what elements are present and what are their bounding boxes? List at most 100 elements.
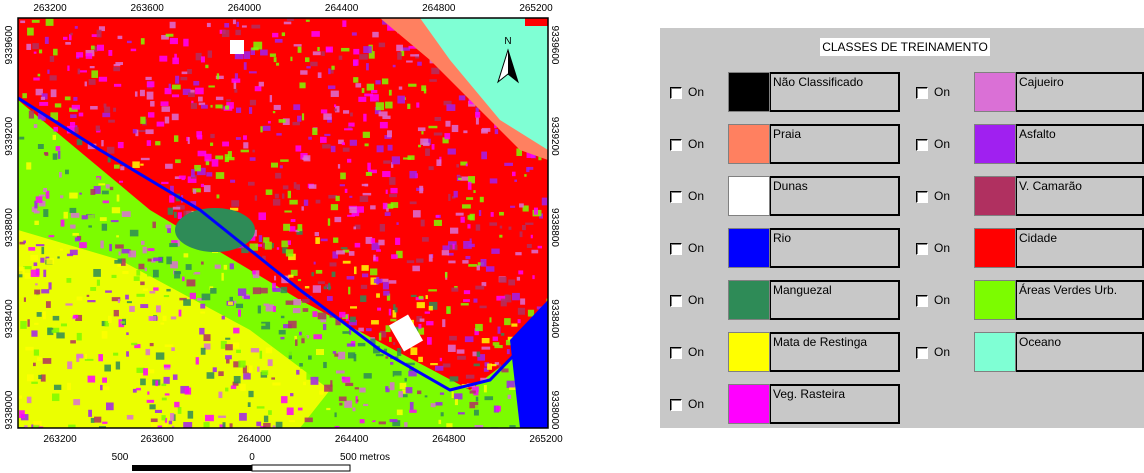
land-cover-patch [90,287,96,291]
land-cover-patch [318,281,325,284]
land-cover-patch [69,218,78,223]
land-cover-patch [342,20,346,27]
checkbox-label: On [688,85,704,99]
land-cover-patch [281,241,288,248]
land-cover-patch [421,85,426,91]
land-cover-patch [284,210,291,212]
land-cover-patch [481,259,487,267]
land-cover-patch [33,78,39,81]
land-cover-patch [308,355,312,359]
land-cover-patch [34,124,38,128]
land-cover-patch [182,72,188,75]
land-cover-patch [237,22,239,27]
land-cover-patch [148,369,154,373]
checkbox-label: On [688,397,704,411]
land-cover-patch [371,238,375,243]
map-image [18,18,556,435]
land-cover-patch [161,384,166,386]
land-cover-patch [289,200,297,205]
land-cover-patch [316,349,324,355]
land-cover-patch [355,83,361,87]
left-coordinate-label: 9338800 [4,208,15,247]
land-cover-patch [493,337,498,341]
land-cover-patch [85,359,94,361]
land-cover-patch [155,141,160,145]
land-cover-patch [270,53,276,56]
land-cover-patch [390,382,395,390]
land-cover-patch [420,139,428,145]
land-cover-patch [455,399,458,405]
land-cover-patch [201,184,204,187]
checkbox[interactable] [916,87,928,99]
land-cover-patch [120,321,124,323]
land-cover-patch [379,111,388,116]
land-cover-patch [317,47,319,51]
land-cover-patch [32,43,39,49]
land-cover-patch [140,90,145,96]
checkbox[interactable] [916,347,928,359]
land-cover-patch [31,382,38,384]
land-cover-patch [81,189,90,193]
page: N263200263600264000264400264800265200263… [0,0,1144,473]
land-cover-patch [196,53,202,60]
land-cover-patch [25,273,31,279]
land-cover-patch [430,363,438,365]
top-coordinate-label: 263600 [131,3,165,14]
land-cover-patch [143,368,148,375]
land-cover-patch [56,146,61,151]
land-cover-patch [229,297,233,301]
checkbox[interactable] [670,139,682,151]
checkbox[interactable] [670,191,682,203]
land-cover-patch [419,186,423,193]
land-cover-patch [339,312,345,318]
checkbox[interactable] [670,243,682,255]
land-cover-patch [467,224,470,228]
land-cover-patch [442,250,449,255]
land-cover-patch [310,62,317,66]
checkbox[interactable] [670,347,682,359]
land-cover-patch [236,304,243,308]
land-cover-patch [45,37,49,44]
land-cover-patch [53,153,58,159]
land-cover-patch [313,334,322,339]
land-cover-patch [392,156,400,164]
land-cover-patch [133,129,137,133]
land-cover-patch [282,32,285,36]
land-cover-patch [465,256,470,259]
checkbox[interactable] [670,295,682,307]
class-swatch [974,332,1016,372]
checkbox[interactable] [670,399,682,411]
checkbox[interactable] [916,191,928,203]
land-cover-patch [321,51,324,56]
land-cover-patch [231,200,239,207]
land-cover-patch [464,290,470,294]
land-cover-patch [43,358,52,364]
checkbox[interactable] [916,139,928,151]
land-cover-patch [236,137,241,140]
land-cover-patch [377,308,381,311]
checkbox[interactable] [670,87,682,99]
land-cover-patch [251,47,258,50]
land-cover-patch [249,107,252,114]
land-cover-patch [286,249,293,256]
land-cover-patch [347,343,355,346]
land-cover-patch [201,262,204,265]
land-cover-patch [187,69,192,74]
checkbox[interactable] [916,243,928,255]
land-cover-patch [448,194,450,201]
land-cover-patch [446,306,450,314]
land-cover-patch [60,195,63,198]
land-cover-patch [288,275,293,278]
land-cover-patch [243,373,251,379]
land-cover-patch [490,178,498,183]
land-cover-patch [49,235,55,237]
land-cover-patch [135,91,138,96]
land-cover-patch [244,62,247,70]
checkbox[interactable] [916,295,928,307]
land-cover-patch [225,344,233,350]
land-cover-patch [376,102,384,110]
land-cover-patch [147,92,154,100]
land-cover-patch [281,396,287,403]
land-cover-patch [294,336,297,340]
land-cover-patch [247,365,253,372]
